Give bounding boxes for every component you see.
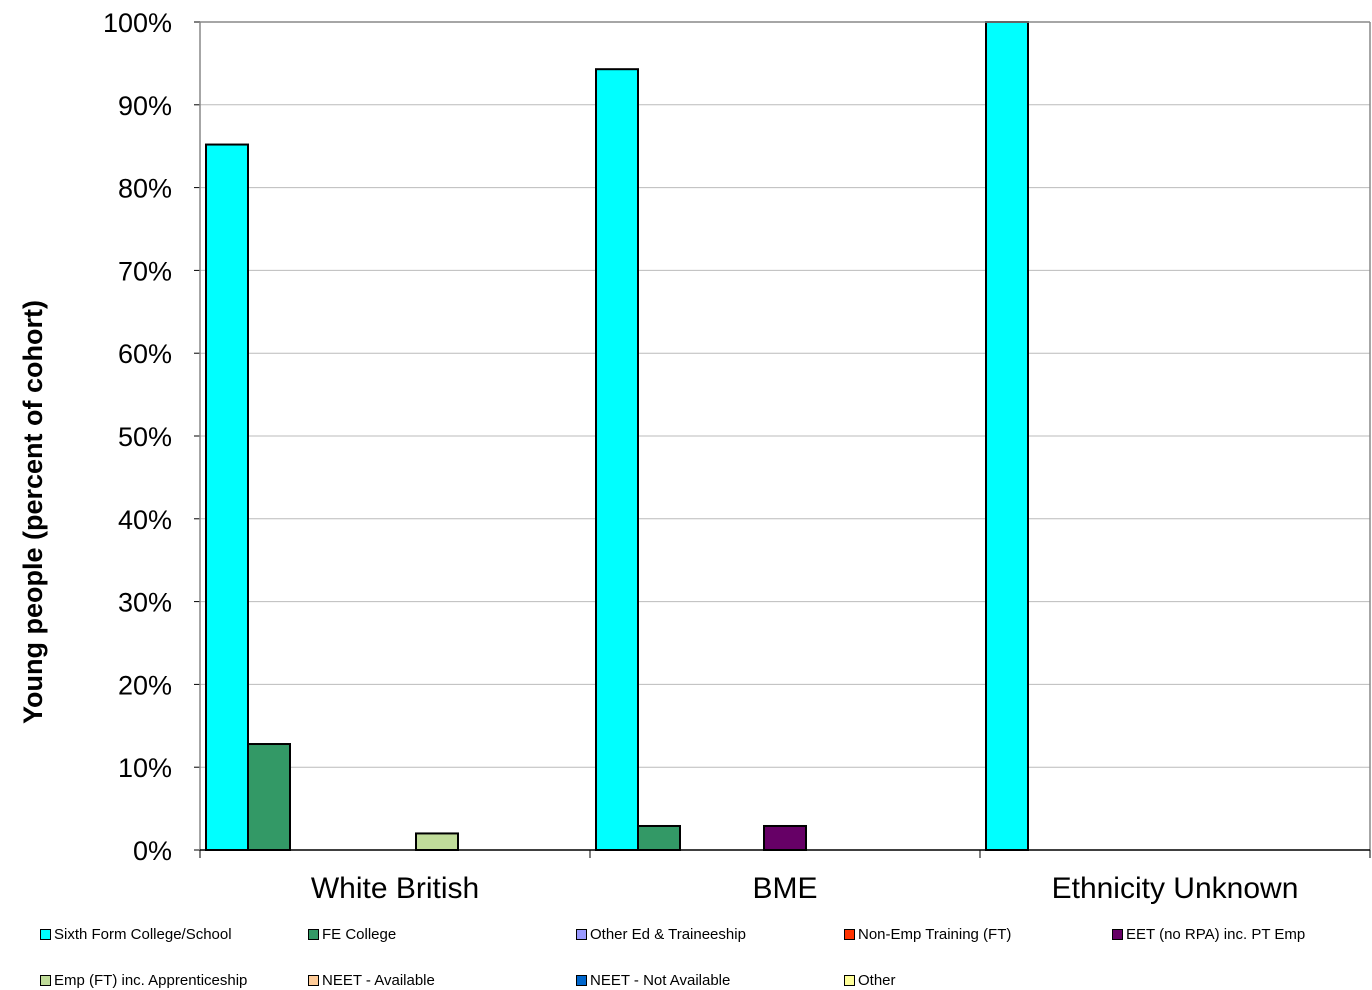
x-category-labels: White British BME Ethnicity Unknown [311, 872, 1299, 905]
axes [194, 21, 1371, 858]
y-tick-label: 60% [118, 339, 172, 369]
legend-label: Other [858, 972, 896, 989]
legend-item: Other Ed & Traineeship [576, 926, 746, 943]
legend-swatch [40, 929, 51, 940]
legend-item: EET (no RPA) inc. PT Emp [1112, 926, 1305, 943]
legend-label: NEET - Not Available [590, 972, 731, 989]
legend-item: NEET - Not Available [576, 972, 730, 989]
bar-emp-ft-inc-apprenticeship-white-british [415, 832, 459, 852]
y-tick-label: 100% [103, 8, 172, 38]
x-category-label: Ethnicity Unknown [1052, 872, 1299, 905]
legend-swatch [308, 975, 319, 986]
legend-label: NEET - Available [322, 972, 435, 989]
legend-item: Sixth Form College/School [40, 926, 232, 943]
legend-label: Non-Emp Training (FT) [858, 926, 1012, 943]
legend-label: FE College [322, 926, 397, 943]
legend-label: Other Ed & Traineeship [590, 926, 746, 943]
chart: 0% 10% 20% 30% 40% 50% 60% 70% 80% 90% 100% White … [18, 8, 1371, 905]
legend: Sixth Form College/School FE College Other… [0, 910, 1372, 990]
legend-item: NEET - Available [308, 972, 435, 989]
bar-fe-college-white-british [247, 743, 291, 851]
y-tick-label: 90% [118, 91, 172, 121]
x-category-label: BME [752, 872, 817, 905]
x-category-label: White British [311, 872, 479, 905]
gridlines [200, 21, 1370, 768]
legend-label: Emp (FT) inc. Apprenticeship [54, 972, 248, 989]
y-tick-label: 70% [118, 256, 172, 286]
y-tick-label: 30% [118, 588, 172, 618]
legend-swatch [576, 929, 587, 940]
legend-item: Other [844, 972, 896, 989]
bar-eet-no-rpa-inc-pt-emp-bme [763, 824, 807, 851]
legend-label: Sixth Form College/School [54, 926, 232, 943]
legend-label: EET (no RPA) inc. PT Emp [1126, 926, 1306, 943]
legend-swatch [308, 929, 319, 940]
legend-swatch [576, 975, 587, 986]
bar-sixth-form-college-school-white-british [205, 143, 249, 851]
legend-swatch [1112, 929, 1123, 940]
y-tick-label: 0% [133, 836, 172, 866]
y-tick-label: 20% [118, 670, 172, 700]
bar-sixth-form-college-school-ethnicity-unknown [985, 21, 1029, 851]
legend-swatch [844, 929, 855, 940]
y-tick-label: 50% [118, 422, 172, 452]
y-tick-label: 40% [118, 505, 172, 535]
y-tick-labels: 0% 10% 20% 30% 40% 50% 60% 70% 80% 90% 100% [103, 8, 172, 866]
legend-swatch [40, 975, 51, 986]
legend-item: Non-Emp Training (FT) [844, 926, 1011, 943]
y-tick-label: 80% [118, 174, 172, 204]
legend-item: Emp (FT) inc. Apprenticeship [40, 972, 247, 989]
legend-item: FE College [308, 926, 396, 943]
legend-swatch [844, 975, 855, 986]
bar-fe-college-bme [637, 824, 681, 851]
bar-sixth-form-college-school-bme [595, 68, 639, 852]
y-tick-label: 10% [118, 753, 172, 783]
y-axis-label: Young people (percent of cohort) [18, 300, 48, 724]
